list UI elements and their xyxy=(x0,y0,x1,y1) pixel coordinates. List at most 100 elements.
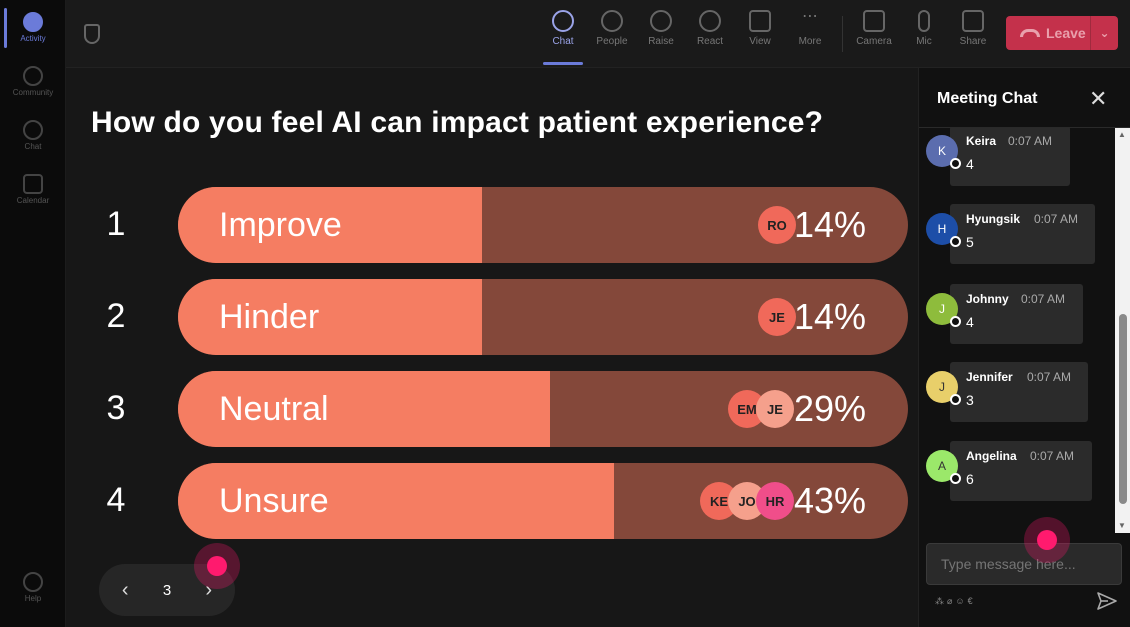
message-text: 3 xyxy=(966,392,974,408)
option-label: Unsure xyxy=(219,482,329,520)
toolbar-view-button[interactable]: View xyxy=(738,10,782,47)
toolbar-label: Camera xyxy=(856,36,892,47)
active-tab-indicator xyxy=(543,62,583,65)
bell-icon xyxy=(23,12,43,32)
meeting-toolbar: Chat People Raise React View ⋯ More Came… xyxy=(66,0,1130,68)
option-percent: 43% xyxy=(793,480,866,521)
click-indicator xyxy=(194,543,240,589)
toolbar-label: Mic xyxy=(916,36,932,47)
rail-item-activity[interactable]: Activity xyxy=(0,12,66,43)
app-rail: Activity Community Chat Calendar Help xyxy=(0,0,66,627)
avatar: H xyxy=(926,213,961,247)
option-label: Improve xyxy=(219,206,342,244)
sender-name: Hyungsik xyxy=(966,212,1021,226)
chat-title: Meeting Chat xyxy=(937,90,1038,107)
format-icon[interactable]: ⁂ xyxy=(935,596,947,606)
message-time: 0:07 AM xyxy=(1034,212,1079,226)
toolbar-raise-button[interactable]: Raise xyxy=(639,10,683,47)
poll-option-bar[interactable]: Neutral EM JE 29% xyxy=(178,371,908,447)
rail-item-chat[interactable]: Chat xyxy=(0,120,66,151)
toolbar-react-button[interactable]: React xyxy=(688,10,732,47)
rail-item-label: Activity xyxy=(20,34,46,43)
message-bubble: Keira 0:07 AM 4 xyxy=(950,128,1070,186)
leave-button[interactable]: Leave ⌄ xyxy=(1006,16,1118,50)
scroll-down-icon[interactable]: ▼ xyxy=(1118,521,1126,530)
calendar-icon xyxy=(23,174,43,194)
option-number: 1 xyxy=(106,205,126,243)
message-time: 0:07 AM xyxy=(1021,292,1066,306)
poll-stage: How do you feel AI can impact patient ex… xyxy=(66,68,918,627)
chat-icon xyxy=(23,120,43,140)
send-icon[interactable] xyxy=(1096,590,1118,612)
toolbar-more-button[interactable]: ⋯ More xyxy=(788,8,832,48)
gif-icon[interactable]: € xyxy=(967,596,976,606)
poll-option-bar[interactable]: Unsure KE JO HR 43% xyxy=(178,463,908,539)
rail-item-label: Help xyxy=(24,594,42,603)
close-icon[interactable]: ✕ xyxy=(1089,86,1108,111)
phone-hangup-icon xyxy=(1020,29,1040,37)
poll-option-bar[interactable]: Improve RO 14% xyxy=(178,187,908,263)
toolbar-mic-button[interactable]: Mic xyxy=(902,10,946,47)
chat-scrollbar[interactable]: ▲ ▼ xyxy=(1115,128,1130,533)
message-text: 5 xyxy=(966,234,974,250)
option-percent: 29% xyxy=(793,388,866,429)
meeting-chat-panel: Meeting Chat ✕ Keira 0:07 AM 4 K Hyungsi… xyxy=(918,68,1130,627)
toolbar-divider xyxy=(842,16,843,52)
chat-message-list[interactable]: Keira 0:07 AM 4 K Hyungsik 0:07 AM 5 H J… xyxy=(919,128,1115,533)
scroll-thumb[interactable] xyxy=(1119,314,1127,504)
message-bubble: Hyungsik 0:07 AM 5 xyxy=(950,204,1095,264)
voter-avatar: JE xyxy=(758,298,796,336)
toolbar-people-button[interactable]: People xyxy=(590,10,634,47)
attach-icon[interactable]: ⌀ xyxy=(947,596,956,606)
more-icon: ⋯ xyxy=(802,8,818,25)
avatar: A xyxy=(926,450,961,484)
option-label: Hinder xyxy=(219,298,320,336)
rail-item-label: Calendar xyxy=(16,196,50,205)
toolbar-share-button[interactable]: Share xyxy=(951,10,995,47)
toolbar-label: More xyxy=(798,36,822,47)
toolbar-label: View xyxy=(749,36,771,47)
rail-item-community[interactable]: Community xyxy=(0,66,66,97)
rail-item-calendar[interactable]: Calendar xyxy=(0,174,66,205)
avatar-initial: J xyxy=(939,302,945,316)
mic-icon xyxy=(918,10,930,32)
toolbar-chat-button[interactable]: Chat xyxy=(541,10,585,47)
format-toolbar[interactable]: ⁂⌀☺€ xyxy=(935,596,976,607)
chevron-right-icon[interactable]: › xyxy=(205,578,213,601)
voter-avatars: RO xyxy=(758,206,796,244)
message-time: 0:07 AM xyxy=(1008,134,1053,148)
status-dot xyxy=(950,158,961,169)
option-label: Neutral xyxy=(219,390,329,428)
camera-icon xyxy=(863,10,885,32)
option-percent: 14% xyxy=(793,204,866,245)
message-input[interactable] xyxy=(926,543,1122,585)
poll-option-bar[interactable]: Hinder JE 14% xyxy=(178,279,908,355)
toolbar-label: People xyxy=(596,36,628,47)
voter-avatar: RO xyxy=(758,206,796,244)
toolbar-camera-button[interactable]: Camera xyxy=(852,10,896,47)
message-time: 0:07 AM xyxy=(1030,449,1075,463)
rail-item-help[interactable]: Help xyxy=(0,572,66,603)
scroll-up-icon[interactable]: ▲ xyxy=(1118,130,1126,139)
toolbar-label: Chat xyxy=(552,36,574,47)
emoji-icon[interactable]: ☺ xyxy=(955,596,968,606)
grid-icon xyxy=(749,10,771,32)
click-indicator xyxy=(1024,517,1070,563)
chevron-left-icon[interactable]: ‹ xyxy=(121,578,129,601)
avatar: J xyxy=(926,293,961,327)
share-icon xyxy=(962,10,984,32)
sender-name: Angelina xyxy=(966,449,1017,463)
chat-header: Meeting Chat ✕ xyxy=(919,68,1130,128)
rail-active-indicator xyxy=(4,8,7,48)
bar-fill xyxy=(178,279,483,355)
toolbar-label: Raise xyxy=(648,36,674,47)
avatar: J xyxy=(926,371,961,405)
message-bubble: Angelina 0:07 AM 6 xyxy=(950,441,1092,501)
sender-name: Keira xyxy=(966,134,997,148)
voter-avatar: JE xyxy=(756,390,794,428)
message-text: 6 xyxy=(966,471,974,487)
chevron-down-icon[interactable]: ⌄ xyxy=(1090,16,1118,50)
toolbar-label: Share xyxy=(959,36,987,47)
avatar-initial: J xyxy=(939,380,945,394)
help-icon xyxy=(23,572,43,592)
